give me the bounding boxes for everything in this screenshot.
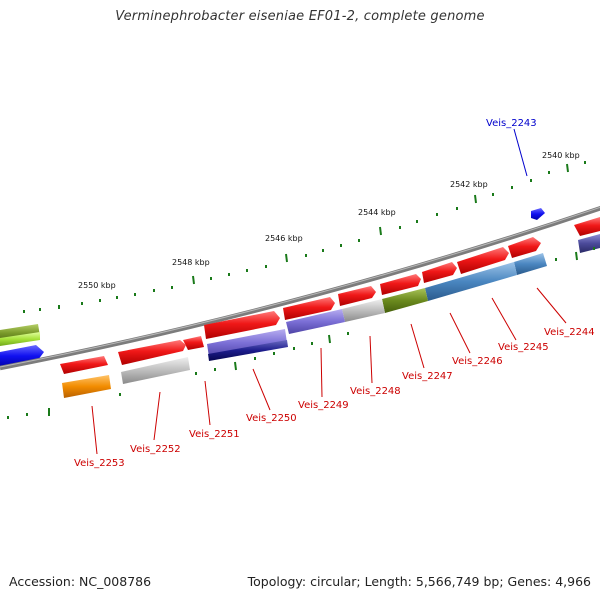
gene-arrow-veis-2252[interactable] (118, 340, 186, 365)
accession-text: Accession: NC_008786 (9, 574, 152, 589)
outer-tick-row (23, 161, 586, 313)
inner-tick-row (7, 247, 595, 419)
gene-arrow-veis-2253[interactable] (60, 356, 108, 374)
gene-cat-2245[interactable] (514, 253, 547, 275)
scale-tick (192, 275, 195, 285)
leader-veis-2253 (91, 405, 98, 455)
forward-genes (60, 217, 600, 374)
scale-label: 2548 kbp (172, 258, 210, 267)
gene-cat-2253[interactable] (62, 375, 111, 398)
scale-tick (474, 194, 477, 204)
scale-tick (566, 163, 569, 173)
gene-arrow-veis-2247[interactable] (422, 262, 457, 283)
scale-tick (234, 361, 237, 371)
gene-cat-2252[interactable] (121, 357, 190, 384)
gene-label-veis-2252[interactable]: Veis_2252 (130, 444, 181, 455)
scale-label: 2540 kbp (542, 151, 580, 160)
scale-tick (379, 226, 382, 236)
scale-tick (328, 334, 331, 344)
gene-arrow-veis-2248[interactable] (380, 274, 421, 295)
gene-cat-2250[interactable] (207, 329, 287, 357)
gene-arrow-veis-2243[interactable] (531, 208, 545, 220)
gene-label-veis-2250[interactable]: Veis_2250 (246, 413, 297, 424)
leader-veis-2250 (252, 368, 271, 411)
gene-label-veis-2245[interactable]: Veis_2245 (498, 342, 549, 353)
gene-labels: Veis_2243 Veis_2244 Veis_2245 Veis_2246 … (74, 118, 595, 469)
leader-veis-2247 (410, 323, 425, 369)
leader-veis-2245 (491, 297, 517, 341)
leader-veis-2249 (320, 347, 323, 398)
gene-cat-2250-dark[interactable] (208, 340, 288, 361)
gene-label-veis-2248[interactable]: Veis_2248 (350, 386, 401, 397)
leader-veis-2251 (204, 380, 211, 426)
gene-label-veis-2244[interactable]: Veis_2244 (544, 327, 595, 338)
leader-lines (91, 287, 567, 455)
gene-label-veis-2247[interactable]: Veis_2247 (402, 371, 453, 382)
gene-arrow-veis-2252-r[interactable] (183, 336, 204, 350)
scale-label: 2542 kbp (450, 180, 488, 189)
scale-tick (285, 253, 288, 263)
gene-label-veis-2253[interactable]: Veis_2253 (74, 458, 125, 469)
gene-label-veis-2246[interactable]: Veis_2246 (452, 356, 503, 367)
map-title: Verminephrobacter eiseniae EF01-2, compl… (115, 9, 485, 24)
scale-tick (575, 251, 578, 261)
gene-label-veis-2251[interactable]: Veis_2251 (189, 429, 240, 440)
genome-backbone-highlight (0, 206, 600, 368)
genome-summary-text: Topology: circular; Length: 5,566,749 bp… (247, 574, 591, 589)
gene-arrow-veis-2246[interactable] (457, 247, 509, 274)
leader-veis-2244 (536, 287, 567, 324)
gene-cat-2247[interactable] (382, 288, 428, 313)
scale-label: 2550 kbp (78, 281, 116, 290)
scale-labels: 2540 kbp 2542 kbp 2544 kbp 2546 kbp 2548… (78, 151, 580, 290)
gene-label-veis-2243[interactable]: Veis_2243 (486, 118, 537, 129)
gene-arc-lime-left[interactable] (0, 332, 40, 346)
gene-arrow-veis-2250[interactable] (283, 297, 335, 320)
scale-label: 2546 kbp (265, 234, 303, 243)
gene-arrow-veis-2251[interactable] (204, 311, 280, 339)
gene-cat-2248[interactable] (342, 299, 385, 322)
gene-arrow-veis-2244[interactable] (574, 217, 600, 236)
gene-arrow-veis-2245[interactable] (508, 237, 541, 258)
gene-label-veis-2249[interactable]: Veis_2249 (298, 400, 349, 411)
gene-cat-2244[interactable] (578, 234, 600, 253)
gene-arrow-blue-left[interactable] (0, 345, 44, 367)
gene-cat-2246[interactable] (425, 262, 517, 301)
category-genes (62, 234, 600, 398)
gene-cat-2249[interactable] (286, 309, 345, 334)
leader-veis-2243 (513, 128, 528, 177)
leader-veis-2248 (369, 335, 373, 384)
scale-label: 2544 kbp (358, 208, 396, 217)
gene-arrow-veis-2249[interactable] (338, 286, 376, 306)
leader-veis-2246 (449, 312, 471, 354)
genome-backbone (0, 205, 600, 371)
leader-veis-2252 (153, 391, 161, 441)
